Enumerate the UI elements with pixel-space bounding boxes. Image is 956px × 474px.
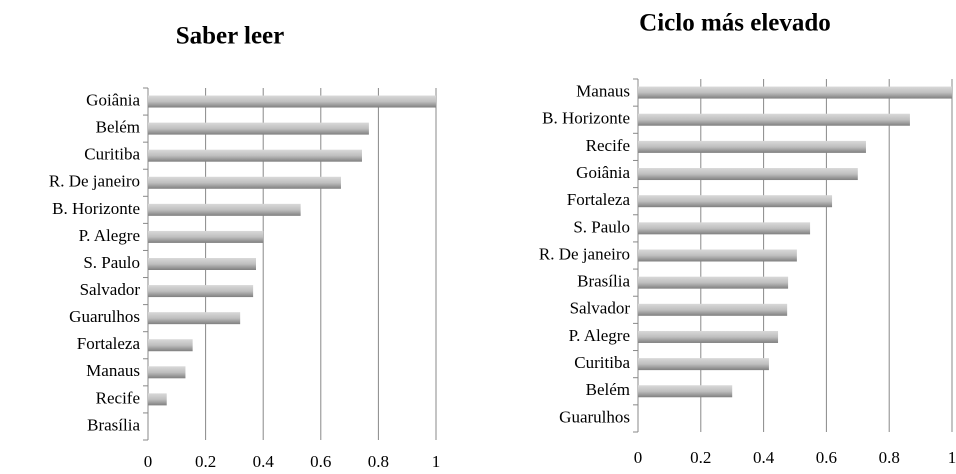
bar (148, 366, 186, 379)
x-tick-label: 0.4 (253, 452, 275, 471)
x-tick-label: 0 (144, 452, 153, 471)
bar (148, 230, 264, 243)
bar (148, 258, 256, 270)
bar (638, 330, 779, 343)
y-tick-label: Guarulhos (559, 407, 630, 426)
x-tick-label: 0.6 (816, 448, 837, 467)
chart-title: Ciclo más elevado (639, 10, 831, 37)
y-tick-label: B. Horizonte (52, 199, 140, 218)
y-tick-label: Belém (96, 118, 140, 137)
y-tick-label: R. De janeiro (49, 172, 140, 191)
y-tick-label: Manaus (576, 81, 630, 100)
y-tick-label: Salvador (570, 299, 631, 318)
bar (638, 222, 811, 235)
y-tick-label: Brasília (87, 415, 140, 434)
y-tick-label: Curitiba (574, 353, 630, 372)
bar (638, 195, 833, 208)
y-tick-label: Goiânia (576, 163, 630, 182)
y-tick-label: Brasília (577, 272, 630, 291)
bar (148, 339, 193, 352)
x-tick-label: 0 (634, 448, 643, 467)
y-tick-label: P. Alegre (569, 326, 630, 345)
x-tick-label: 0.6 (310, 452, 331, 471)
y-tick-label: Recife (586, 136, 630, 155)
bar (148, 176, 341, 189)
bar (148, 285, 254, 298)
bar (638, 276, 789, 289)
bar (638, 86, 952, 99)
y-tick-label: Goiânia (86, 90, 140, 109)
bar (638, 385, 733, 398)
x-tick-label: 0.2 (690, 448, 711, 467)
bar (148, 95, 436, 108)
y-tick-label: Fortaleza (567, 190, 631, 209)
y-tick-label: Curitiba (84, 145, 140, 164)
x-tick-label: 0.4 (753, 448, 775, 467)
y-tick-label: P. Alegre (79, 226, 140, 245)
bar (638, 358, 769, 371)
y-tick-label: S. Paulo (83, 253, 140, 272)
bar (148, 312, 241, 325)
bar (638, 140, 866, 153)
y-tick-label: Recife (96, 388, 140, 407)
y-tick-label: Guarulhos (69, 307, 140, 326)
y-tick-label: Manaus (86, 361, 140, 380)
x-tick-label: 1 (948, 448, 956, 467)
bar (148, 393, 167, 406)
y-tick-label: Fortaleza (77, 334, 141, 353)
bar (148, 203, 301, 216)
y-tick-label: B. Horizonte (542, 109, 630, 128)
x-tick-label: 0.8 (879, 448, 900, 467)
y-tick-label: S. Paulo (573, 217, 630, 236)
chart-title: Saber leer (176, 23, 285, 50)
x-tick-label: 0.2 (195, 452, 216, 471)
bar (638, 168, 858, 181)
x-tick-label: 1 (432, 452, 441, 471)
x-tick-label: 0.8 (368, 452, 389, 471)
y-tick-label: R. De janeiro (539, 244, 630, 263)
y-tick-label: Belém (586, 380, 630, 399)
y-tick-label: Salvador (80, 280, 141, 299)
bar (148, 149, 362, 162)
bar (638, 249, 797, 262)
bar (638, 113, 910, 126)
bar (148, 122, 369, 135)
bar (638, 303, 788, 316)
